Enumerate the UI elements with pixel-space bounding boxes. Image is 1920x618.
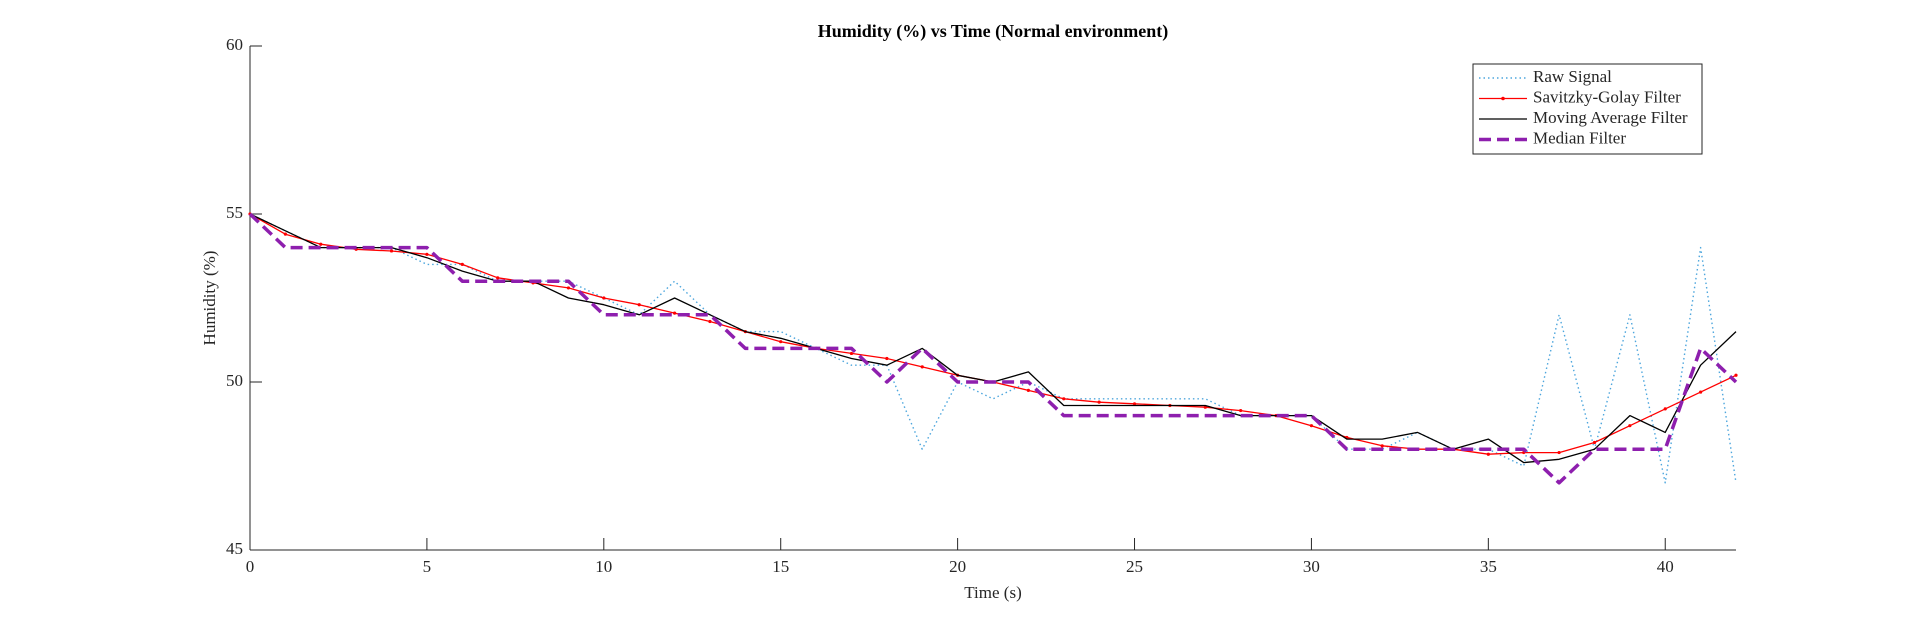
series-marker (637, 303, 641, 307)
series-marker (425, 252, 429, 256)
x-axis-label: Time (s) (964, 583, 1021, 602)
series-marker (460, 262, 464, 266)
series-marker (1132, 402, 1137, 406)
series-line (249, 213, 1737, 455)
x-tick-label: 5 (423, 557, 432, 576)
series-marker (1380, 444, 1384, 448)
x-tick-label: 35 (1480, 557, 1497, 576)
y-tick-label: 60 (226, 35, 243, 54)
legend-label: Moving Average Filter (1533, 108, 1688, 127)
series-marker (672, 311, 677, 315)
y-tick-label: 50 (226, 371, 243, 390)
legend-label: Raw Signal (1533, 67, 1612, 86)
legend-label: Median Filter (1533, 128, 1626, 147)
series-line (249, 213, 1737, 484)
series-marker (1592, 440, 1597, 445)
series-marker (1557, 450, 1561, 455)
series-marker (708, 319, 712, 324)
series-marker (1699, 390, 1703, 394)
series-marker (1097, 400, 1101, 404)
series-marker (1239, 408, 1243, 413)
series-line (248, 212, 1738, 485)
y-tick-label: 55 (226, 203, 243, 222)
x-tick-label: 10 (595, 557, 612, 576)
y-axis-label: Humidity (%) (200, 251, 219, 346)
x-tick-label: 15 (772, 557, 789, 576)
legend-label: Savitzky-Golay Filter (1533, 87, 1681, 106)
series-marker (566, 286, 571, 290)
legend-box (1472, 63, 1703, 155)
series-marker (920, 365, 924, 369)
series-marker (389, 249, 394, 253)
x-tick-label: 25 (1126, 557, 1143, 576)
series-marker (496, 276, 500, 280)
series-marker (1062, 397, 1066, 401)
x-tick-label: 30 (1303, 557, 1320, 576)
series-marker (1026, 388, 1030, 392)
y-tick-label: 45 (226, 539, 243, 558)
legend-marker (1501, 96, 1505, 101)
series-marker (602, 296, 606, 300)
series-marker (1734, 373, 1738, 377)
series-marker (885, 356, 889, 361)
series-marker (779, 340, 783, 344)
chart-title: Humidity (%) vs Time (Normal environment… (818, 21, 1168, 42)
series-marker (283, 232, 287, 236)
series-marker (1486, 452, 1490, 456)
series-marker (849, 351, 854, 356)
x-tick-label: 0 (246, 557, 255, 576)
series-line (249, 213, 1737, 464)
x-tick-label: 20 (949, 557, 966, 576)
series-marker (1628, 424, 1632, 428)
x-tick-label: 40 (1657, 557, 1674, 576)
series-marker (1309, 424, 1314, 428)
series-marker (319, 242, 323, 246)
series-marker (1663, 407, 1667, 411)
